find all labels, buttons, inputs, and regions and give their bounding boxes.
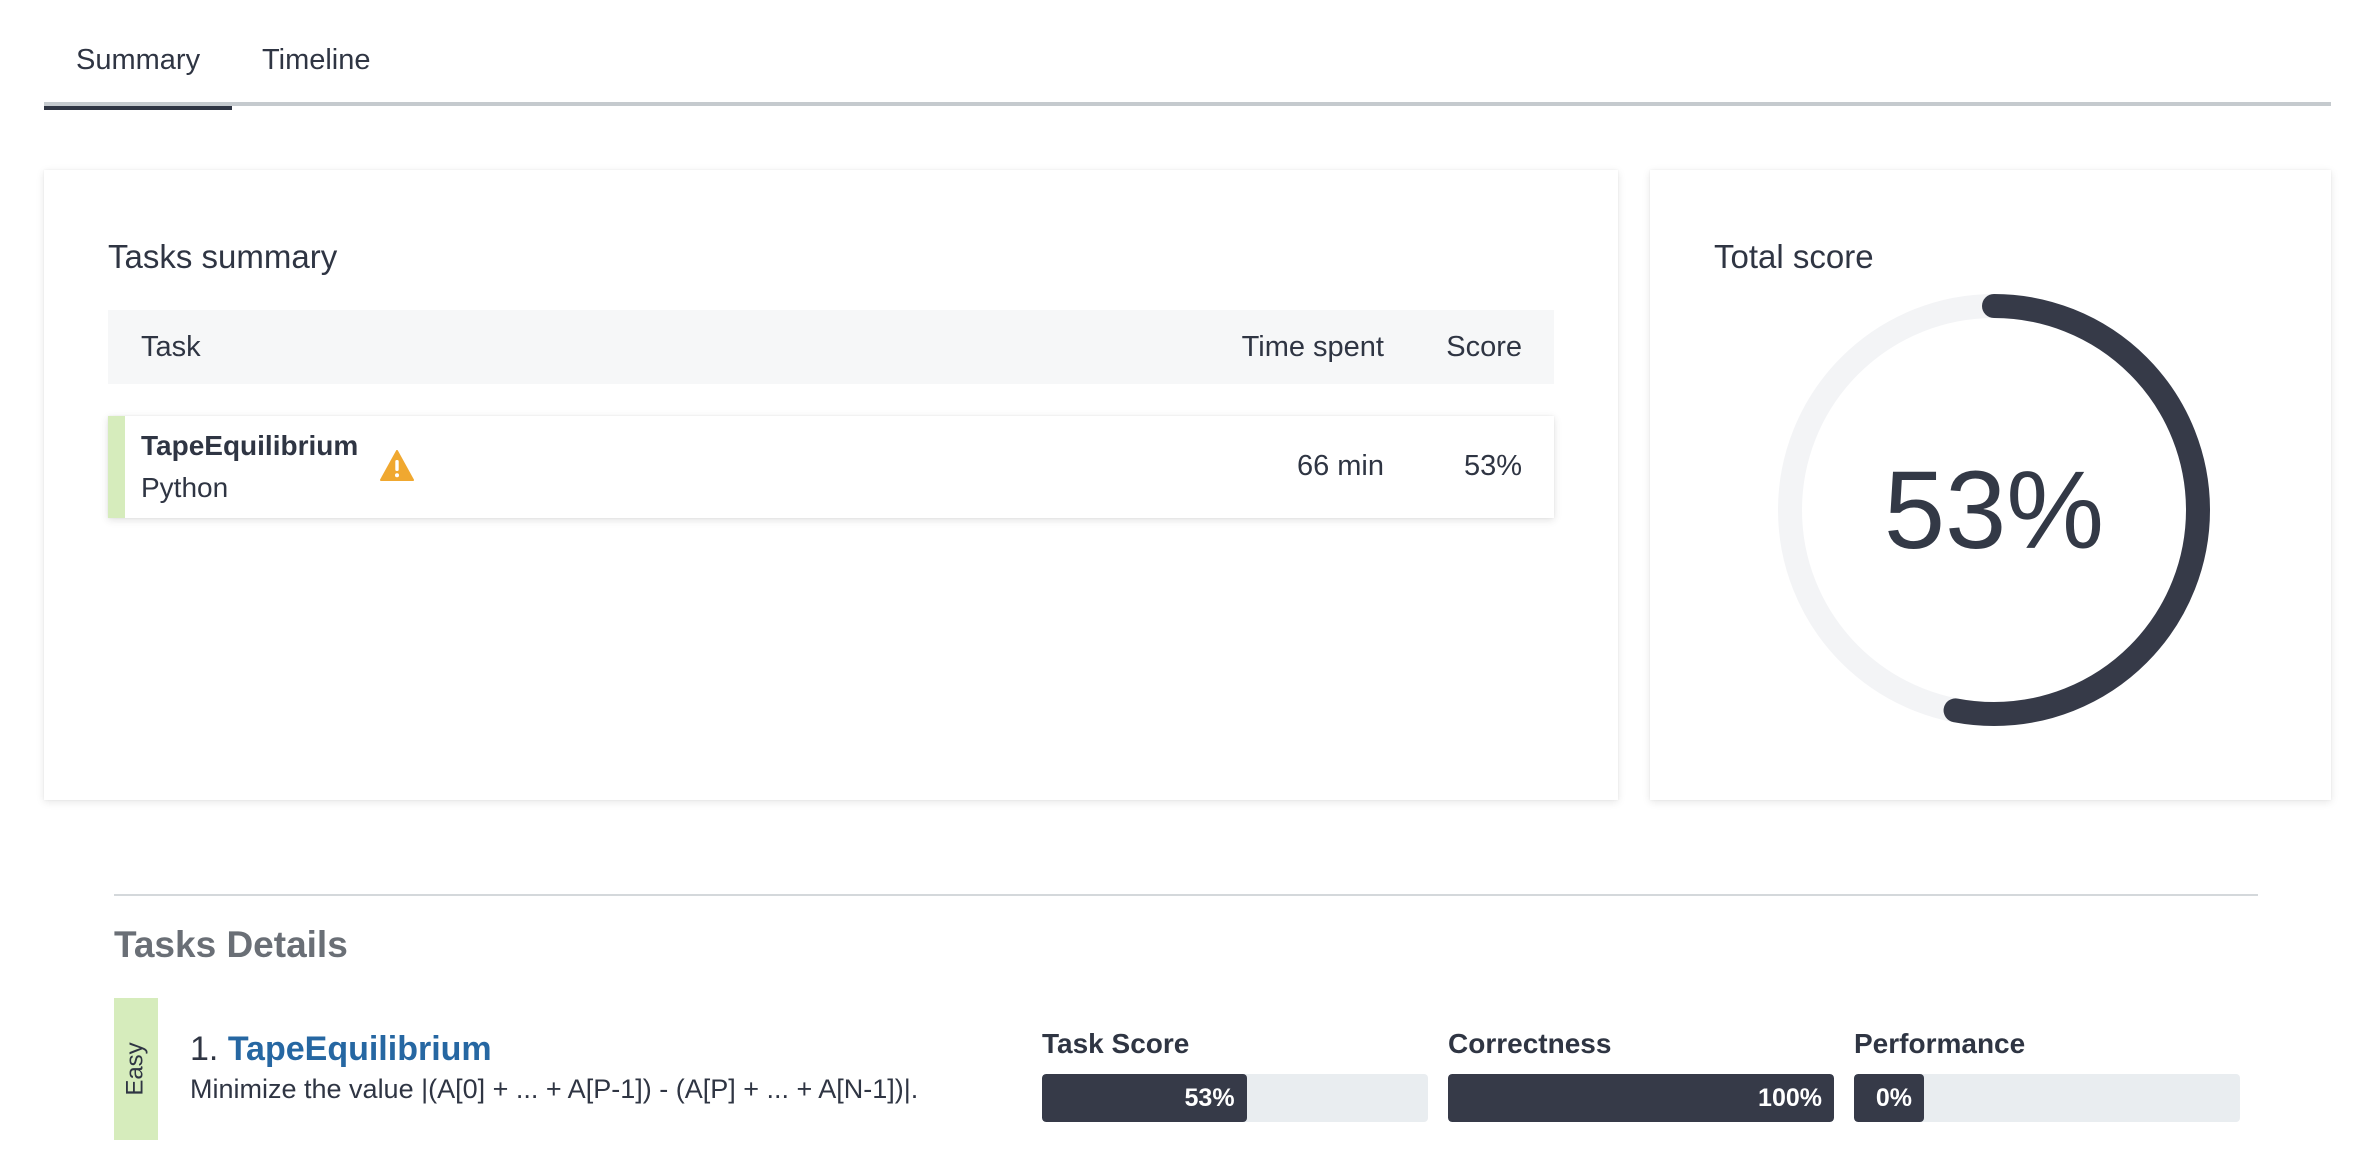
difficulty-accent xyxy=(108,416,125,518)
tab-summary[interactable]: Summary xyxy=(43,44,233,110)
progress-bar: 53% xyxy=(1042,1074,1428,1122)
metric-task-score: Task Score 53% xyxy=(1042,1028,1428,1122)
column-score: Score xyxy=(1446,331,1522,363)
table-header: Task Time spent Score xyxy=(108,310,1554,384)
total-score-value: 53% xyxy=(1883,448,2105,572)
total-score-title: Total score xyxy=(1714,238,1874,275)
metric-correctness: Correctness 100% xyxy=(1448,1028,1834,1122)
progress-bar: 0% xyxy=(1854,1074,2240,1122)
task-language: Python xyxy=(141,472,229,503)
tasks-summary-title: Tasks summary xyxy=(108,238,338,275)
table-row[interactable]: TapeEquilibrium Python 66 min 53% xyxy=(108,416,1554,518)
progress-bar: 100% xyxy=(1448,1074,1834,1122)
task-heading: 1. TapeEquilibrium xyxy=(190,1030,492,1069)
metric-label: Correctness xyxy=(1448,1028,1612,1059)
section-divider xyxy=(114,894,2258,896)
column-task: Task xyxy=(141,331,201,363)
tab-bar: Summary Timeline xyxy=(43,0,2331,110)
tab-timeline[interactable]: Timeline xyxy=(262,44,371,76)
metric-label: Task Score xyxy=(1042,1028,1190,1059)
difficulty-badge: Easy xyxy=(114,998,158,1140)
metric-label: Performance xyxy=(1854,1028,2026,1059)
progress-bar-fill: 100% xyxy=(1448,1074,1834,1122)
task-time-spent: 66 min xyxy=(1296,450,1384,482)
progress-bar-fill: 53% xyxy=(1042,1074,1247,1122)
task-description: Minimize the value |(A[0] + ... + A[P-1]… xyxy=(190,1074,919,1104)
total-score-card: Total score 53% xyxy=(1650,170,2331,800)
metric-performance: Performance 0% xyxy=(1854,1028,2240,1122)
task-score: 53% xyxy=(1463,450,1522,482)
task-number: 1. xyxy=(190,1030,219,1068)
task-name: TapeEquilibrium xyxy=(141,430,359,461)
column-time-spent: Time spent xyxy=(1241,331,1384,363)
difficulty-label: Easy xyxy=(122,1042,150,1096)
progress-bar-fill: 0% xyxy=(1854,1074,1924,1122)
task-name-link[interactable]: TapeEquilibrium xyxy=(227,1030,492,1068)
tasks-details-title: Tasks Details xyxy=(114,924,348,965)
tasks-summary-card: Tasks summary Task Time spent Score Tape… xyxy=(44,170,1618,800)
score-ring-progress xyxy=(1778,294,2210,726)
score-ring xyxy=(1778,294,2210,726)
warning-icon xyxy=(380,450,414,481)
